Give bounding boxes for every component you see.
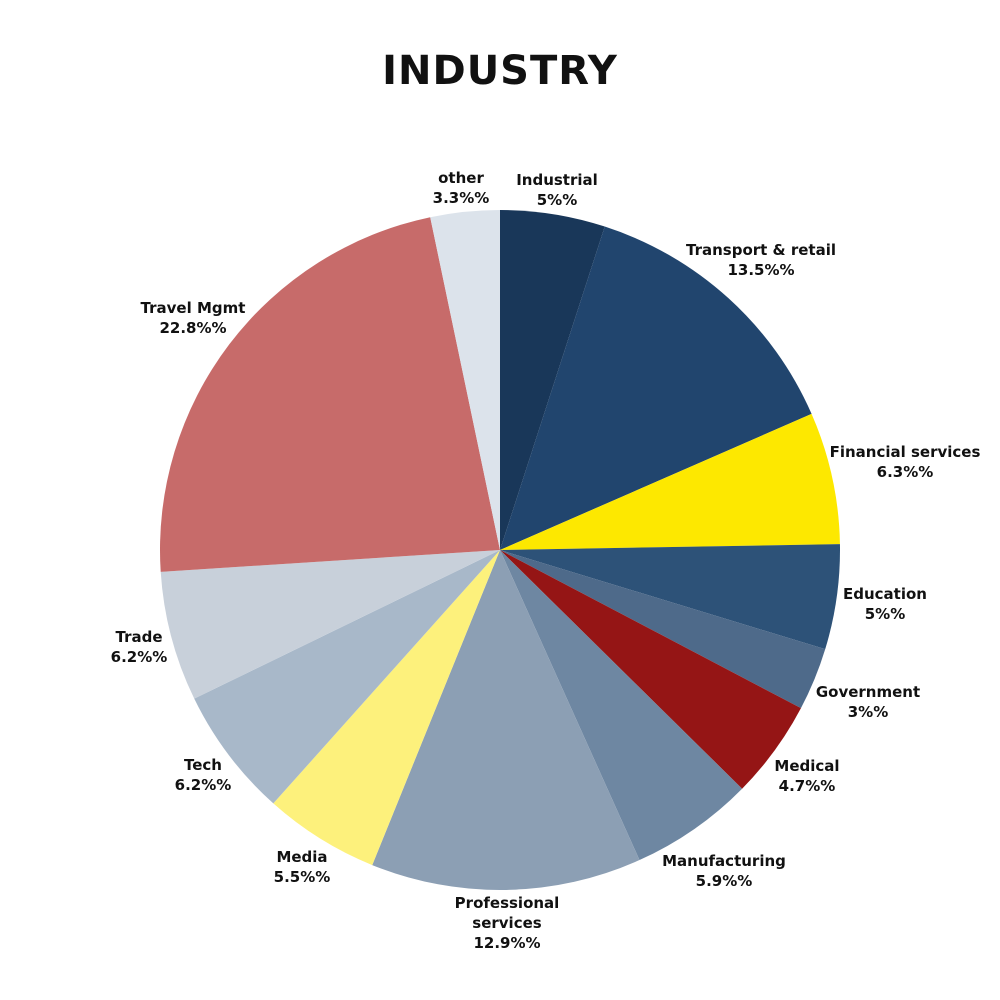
slice-label-travel-mgmt: Travel Mgmt 22.8%% bbox=[141, 299, 246, 337]
slice-label-professional-services: Professional services 12.9%% bbox=[455, 894, 560, 952]
pie-slices bbox=[159, 210, 840, 891]
slice-label-tech: Tech 6.2%% bbox=[175, 756, 232, 794]
pie-slice-manufacturing bbox=[500, 550, 743, 861]
slice-label-other: other 3.3%% bbox=[433, 169, 490, 207]
pie-slice-medical bbox=[500, 550, 801, 789]
pie-slice-trade bbox=[160, 550, 500, 699]
pie-slice-media bbox=[273, 550, 500, 866]
pie-slice-government bbox=[500, 550, 826, 709]
pie-slice-education bbox=[500, 544, 840, 650]
slice-label-trade: Trade 6.2%% bbox=[111, 628, 168, 666]
pie-slice-professional-services bbox=[372, 550, 640, 891]
slice-label-transport-and-retail: Transport & retail 13.5%% bbox=[686, 241, 836, 279]
pie-labels: Industrial 5%% Transport & retail 13.5%% Fin… bbox=[111, 169, 981, 952]
slice-label-government: Government 3%% bbox=[816, 683, 920, 721]
slice-label-education: Education 5%% bbox=[843, 585, 927, 623]
pie-slice-industrial bbox=[500, 210, 605, 550]
slice-label-manufacturing: Manufacturing 5.9%% bbox=[662, 852, 786, 890]
chart-title: INDUSTRY bbox=[382, 48, 618, 94]
slice-label-media: Media 5.5%% bbox=[274, 848, 331, 886]
pie-slice-financial-services bbox=[500, 413, 840, 550]
pie-slice-travel-mgmt bbox=[159, 217, 500, 572]
slice-label-medical: Medical 4.7%% bbox=[774, 757, 839, 795]
pie-slice-other bbox=[430, 210, 500, 550]
pie-slice-tech bbox=[194, 550, 500, 804]
slice-label-industrial: Industrial 5%% bbox=[516, 171, 598, 209]
slice-label-financial-services: Financial services 6.3%% bbox=[830, 443, 981, 481]
pie-slice-transport-and-retail bbox=[500, 226, 812, 550]
